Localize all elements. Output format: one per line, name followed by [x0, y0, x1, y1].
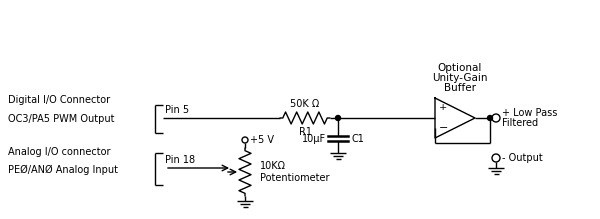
Text: Filtered: Filtered: [502, 118, 538, 128]
Text: PEØ/ANØ Analog Input: PEØ/ANØ Analog Input: [8, 165, 118, 175]
Text: R1: R1: [299, 127, 311, 137]
Text: Pin 5: Pin 5: [165, 105, 189, 115]
Text: - Output: - Output: [502, 153, 543, 163]
Text: Potentiometer: Potentiometer: [260, 173, 329, 183]
Text: Pin 18: Pin 18: [165, 155, 195, 165]
Text: OC3/PA5 PWM Output: OC3/PA5 PWM Output: [8, 114, 115, 124]
Text: Optional: Optional: [438, 63, 482, 73]
Text: Digital I/O Connector: Digital I/O Connector: [8, 95, 110, 105]
Circle shape: [487, 115, 493, 120]
Text: +: +: [439, 104, 447, 113]
Text: Analog I/O connector: Analog I/O connector: [8, 147, 110, 157]
Text: + Low Pass: + Low Pass: [502, 108, 557, 118]
Text: 10μF: 10μF: [302, 134, 326, 143]
Text: C1: C1: [351, 134, 364, 143]
Text: +5 V: +5 V: [250, 135, 274, 145]
Text: Unity-Gain: Unity-Gain: [432, 73, 488, 83]
Text: Buffer: Buffer: [444, 83, 476, 93]
Circle shape: [335, 115, 341, 120]
Text: 10KΩ: 10KΩ: [260, 161, 286, 171]
Text: −: −: [439, 123, 448, 133]
Text: 50K Ω: 50K Ω: [290, 99, 320, 109]
